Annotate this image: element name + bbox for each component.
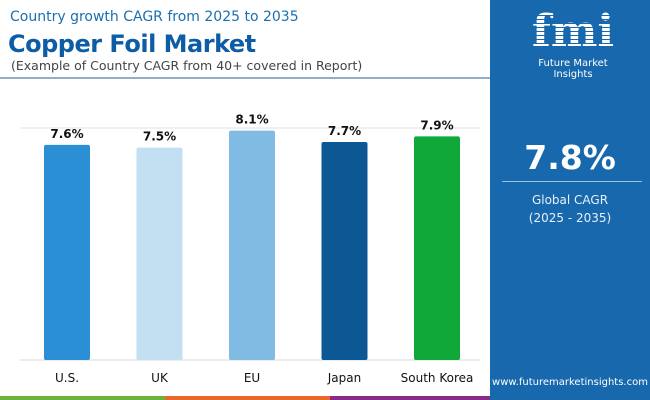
panel-divider — [502, 181, 642, 182]
chart-subtitle: Country growth CAGR from 2025 to 2035 — [10, 9, 299, 25]
chart-note: (Example of Country CAGR from 40+ covere… — [11, 58, 363, 73]
x-tick-label: South Korea — [401, 371, 474, 385]
x-tick-label: Japan — [327, 371, 361, 385]
bar-south-korea — [414, 136, 460, 360]
x-tick-label: U.S. — [55, 371, 79, 385]
fmi-logo: fmi Future Market Insights — [518, 8, 628, 81]
chart-title: Copper Foil Market — [8, 30, 256, 58]
bar-chart: 7.6% U.S. 7.5% UK 8.1% EU 7.7% Japan 7.9% South K… — [20, 113, 480, 385]
bar-uk — [136, 147, 183, 360]
x-tick-label: EU — [244, 371, 260, 385]
x-tick-label: UK — [151, 371, 169, 385]
website-link[interactable]: www.futuremarketinsights.com — [492, 377, 648, 388]
global-cagr-value: 7.8% — [524, 138, 616, 177]
logo-mark: fmi — [518, 8, 628, 56]
global-label: Global CAGR — [531, 193, 609, 207]
data-label: 7.9% — [420, 118, 453, 132]
data-label: 7.5% — [143, 130, 176, 144]
global-period: (2025 - 2035) — [528, 211, 612, 225]
bar-japan — [321, 141, 368, 360]
footer-stripe-orange — [165, 396, 330, 400]
footer-stripe-green — [0, 396, 165, 400]
bar-u-s- — [44, 144, 90, 360]
footer-stripe-purple — [330, 396, 490, 400]
logo-caption: Future Market Insights — [538, 58, 608, 80]
summary-panel: fmi Future Market Insights 7.8% Global C… — [490, 0, 650, 400]
divider — [0, 77, 490, 79]
data-label: 7.7% — [328, 124, 361, 138]
data-label: 7.6% — [50, 127, 83, 141]
bar-eu — [229, 130, 275, 360]
data-label: 8.1% — [235, 113, 268, 127]
global-cagr-label: Global CAGR (2025 - 2035) — [490, 191, 650, 227]
